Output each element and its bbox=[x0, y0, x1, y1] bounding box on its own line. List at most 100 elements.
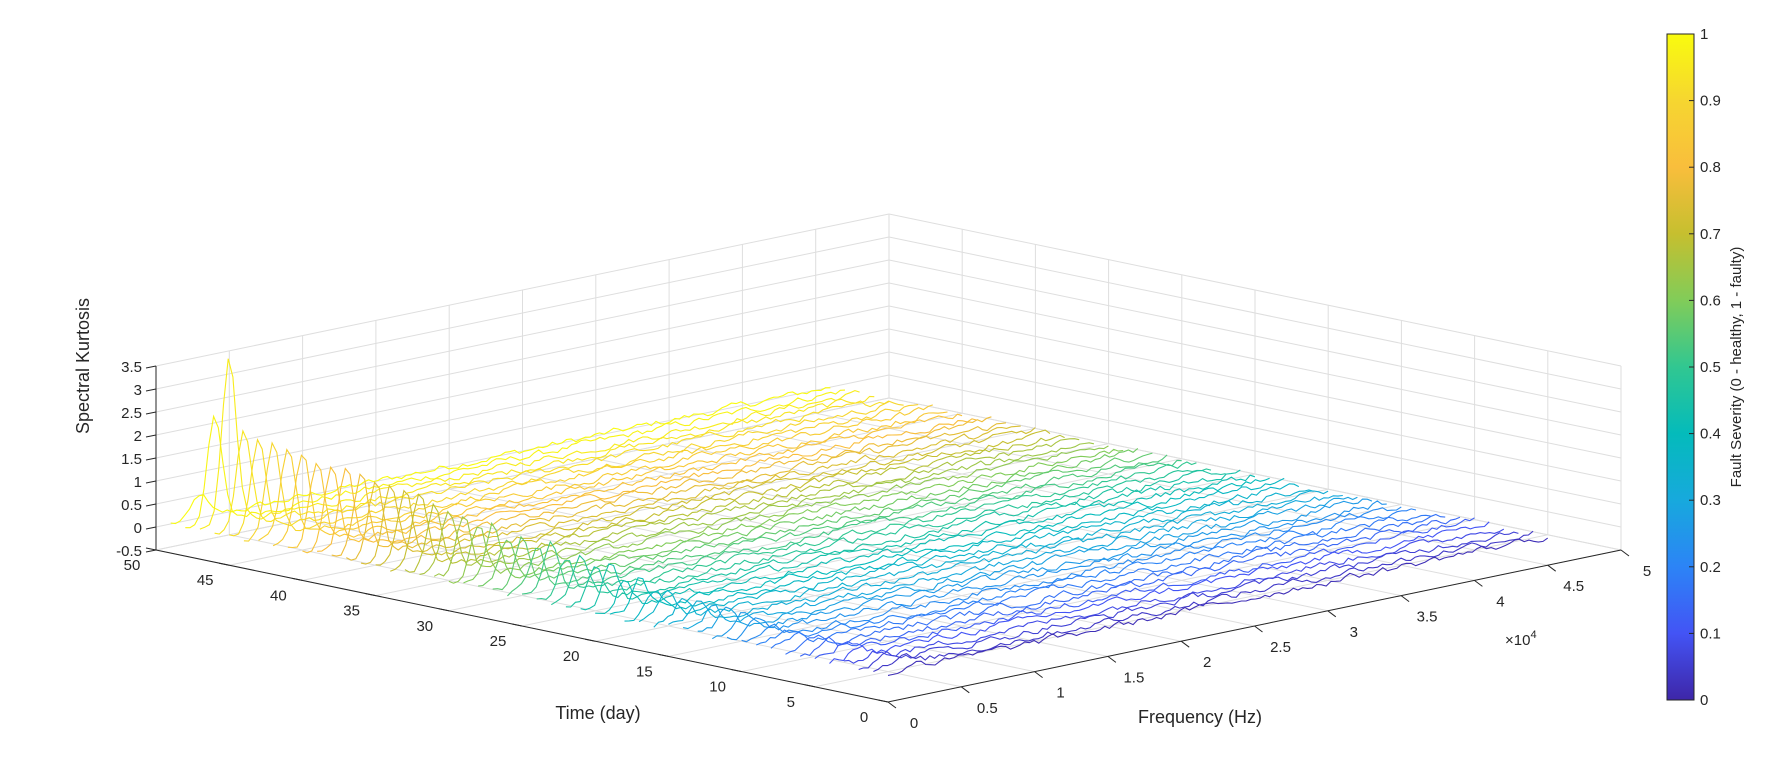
series-line-day-8 bbox=[785, 513, 1446, 655]
floor-gridline bbox=[302, 427, 1036, 581]
frequency-tick-label: 1 bbox=[1056, 685, 1064, 702]
series-line-day-14 bbox=[697, 496, 1358, 632]
frequency-tick bbox=[887, 701, 897, 709]
series-line-day-40 bbox=[317, 418, 977, 552]
wall-gridline bbox=[888, 282, 1622, 436]
kurtosis-tick-label: -0.5 bbox=[116, 543, 142, 560]
series-line-day-39 bbox=[331, 416, 992, 557]
floor-gridline bbox=[814, 534, 1548, 688]
time-tick bbox=[438, 608, 449, 612]
wall-gridline bbox=[888, 305, 1622, 459]
series-line-day-24 bbox=[551, 468, 1212, 606]
series-line-day-15 bbox=[682, 494, 1343, 630]
kurtosis-tick-label: 0.5 bbox=[121, 497, 142, 514]
axis-layer: 00.511.522.533.544.550510152025303540455… bbox=[116, 359, 1651, 732]
time-tick bbox=[585, 638, 596, 642]
colorbar-tick-label: 0.1 bbox=[1700, 625, 1721, 642]
series-line-day-30 bbox=[463, 448, 1124, 584]
series-line-day-6 bbox=[814, 517, 1475, 660]
series-line-day-21 bbox=[595, 474, 1256, 615]
series-line-day-20 bbox=[609, 477, 1270, 615]
series-line-day-2 bbox=[873, 530, 1534, 673]
frequency-tick bbox=[1547, 564, 1556, 572]
series-line-day-35 bbox=[390, 429, 1051, 572]
wall-gridline bbox=[888, 328, 1622, 482]
multiplier-exponent: 4 bbox=[1530, 629, 1536, 641]
multiplier-base: ×10 bbox=[1505, 632, 1530, 649]
series-line-day-45 bbox=[243, 400, 904, 542]
time-tick-label: 35 bbox=[343, 603, 360, 620]
series-line-day-18 bbox=[638, 483, 1300, 623]
series-line-day-11 bbox=[741, 506, 1402, 643]
frequency-tick-label: 0.5 bbox=[977, 700, 998, 717]
time-tick-label: 0 bbox=[860, 709, 868, 726]
colorbar-tick-label: 0 bbox=[1700, 692, 1708, 709]
series-line-day-43 bbox=[272, 404, 933, 547]
wall-gridline bbox=[888, 236, 1622, 390]
time-tick bbox=[804, 684, 815, 688]
kurtosis-tick-label: 2 bbox=[134, 428, 142, 445]
time-tick-label: 20 bbox=[563, 648, 580, 665]
wall-gridline bbox=[888, 397, 1622, 551]
time-tick-label: 30 bbox=[416, 618, 433, 635]
series-line-day-7 bbox=[799, 516, 1461, 657]
frequency-tick-label: 2 bbox=[1203, 654, 1211, 671]
series-line-day-50 bbox=[170, 387, 831, 525]
series-line-day-3 bbox=[858, 531, 1519, 671]
time-tick-label: 25 bbox=[490, 633, 507, 650]
time-tick bbox=[511, 623, 523, 627]
time-tick-label: 50 bbox=[124, 557, 141, 574]
series-line-day-49 bbox=[185, 389, 846, 529]
kurtosis-tick bbox=[145, 365, 157, 369]
series-line-day-26 bbox=[521, 459, 1182, 595]
floor-gridline bbox=[595, 488, 1329, 642]
time-tick-label: 15 bbox=[636, 663, 653, 680]
series-line-day-33 bbox=[419, 438, 1080, 575]
time-axis-label: Time (day) bbox=[555, 703, 640, 723]
time-tick bbox=[877, 699, 889, 703]
kurtosis-tick-label: 2.5 bbox=[121, 405, 142, 422]
colorbar-tick-label: 0.6 bbox=[1700, 292, 1721, 309]
wall-gridline bbox=[155, 328, 890, 482]
colorbar-tick-label: 0.4 bbox=[1700, 426, 1721, 443]
wall-gridline bbox=[888, 213, 1622, 367]
frequency-tick bbox=[1474, 580, 1483, 587]
series-line-day-27 bbox=[507, 454, 1168, 597]
series-line-day-12 bbox=[726, 500, 1387, 641]
frequency-tick-label: 5 bbox=[1643, 563, 1651, 580]
series-line-day-28 bbox=[492, 452, 1153, 591]
wall-gridline bbox=[155, 213, 890, 367]
series-line-day-47 bbox=[214, 395, 875, 535]
kurtosis-tick-label: 1.5 bbox=[121, 451, 142, 468]
floor-gridline bbox=[448, 458, 1182, 612]
series-line-day-19 bbox=[624, 477, 1285, 622]
time-tick bbox=[365, 593, 376, 597]
kurtosis-tick-label: 3 bbox=[134, 382, 142, 399]
kurtosis-axis-label: Spectral Kurtosis bbox=[73, 298, 93, 434]
time-tick-label: 5 bbox=[787, 694, 795, 711]
colorbar-tick-label: 0.8 bbox=[1700, 159, 1721, 176]
colorbar-tick-label: 0.7 bbox=[1700, 226, 1721, 243]
time-tick bbox=[658, 653, 669, 657]
time-tick-label: 40 bbox=[270, 587, 287, 604]
series-line-day-46 bbox=[229, 400, 890, 537]
frequency-tick-label: 0 bbox=[910, 715, 918, 732]
frequency-tick-label: 3.5 bbox=[1417, 609, 1438, 626]
grid-layer bbox=[155, 213, 1622, 703]
wall-gridline bbox=[155, 282, 890, 436]
series-line-day-22 bbox=[580, 469, 1241, 611]
time-tick bbox=[145, 547, 157, 551]
frequency-tick bbox=[1620, 549, 1630, 557]
wall-gridline bbox=[155, 351, 890, 505]
colorbar-tick-label: 1 bbox=[1700, 26, 1708, 43]
kurtosis-tick bbox=[145, 388, 157, 392]
series-line-day-1 bbox=[887, 537, 1549, 676]
time-tick bbox=[731, 669, 742, 673]
kurtosis-tick-label: 3.5 bbox=[121, 359, 142, 376]
kurtosis-tick-label: 1 bbox=[134, 474, 142, 491]
series-line-day-32 bbox=[433, 442, 1095, 577]
series-line-day-13 bbox=[712, 498, 1373, 640]
wall-gridline bbox=[155, 236, 890, 390]
frequency-tick-label: 4 bbox=[1496, 593, 1504, 610]
series-line-day-9 bbox=[770, 514, 1431, 649]
